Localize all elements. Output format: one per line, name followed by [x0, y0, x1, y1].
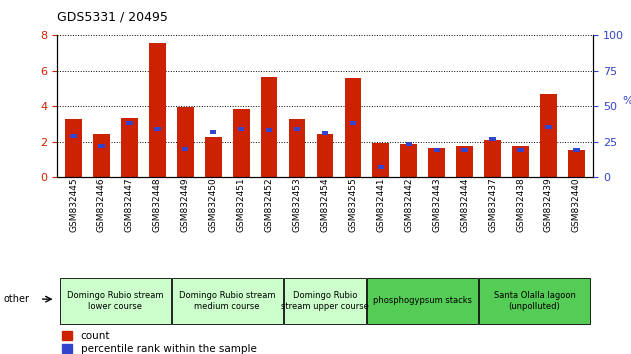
Text: GSM832448: GSM832448 [153, 177, 162, 232]
Text: GSM832454: GSM832454 [321, 177, 329, 232]
Bar [317, 133, 333, 177]
FancyBboxPatch shape [60, 278, 171, 324]
Text: GSM832443: GSM832443 [432, 177, 441, 232]
FancyBboxPatch shape [283, 278, 367, 324]
Bar [154, 127, 160, 131]
Text: other: other [3, 294, 29, 304]
Bar [573, 148, 579, 152]
Bar [205, 137, 221, 177]
Bar [266, 128, 273, 132]
Text: Santa Olalla lagoon
(unpolluted): Santa Olalla lagoon (unpolluted) [493, 291, 575, 310]
Bar [177, 107, 194, 177]
Text: GSM832449: GSM832449 [181, 177, 190, 232]
Bar [182, 147, 189, 151]
Bar [238, 127, 244, 131]
Bar [545, 126, 551, 130]
Text: GDS5331 / 20495: GDS5331 / 20495 [57, 11, 168, 24]
Bar [490, 137, 496, 141]
Bar [233, 109, 249, 177]
Bar [71, 134, 77, 138]
Bar [98, 144, 105, 148]
Bar [568, 149, 585, 177]
Bar [377, 165, 384, 169]
Bar [406, 142, 412, 147]
Bar [372, 143, 389, 177]
Bar [261, 77, 278, 177]
Bar [93, 133, 110, 177]
Bar [433, 148, 440, 152]
Text: GSM832438: GSM832438 [516, 177, 525, 232]
Bar [210, 130, 216, 133]
Text: phosphogypsum stacks: phosphogypsum stacks [374, 296, 472, 306]
Text: GSM832451: GSM832451 [237, 177, 245, 232]
Bar [484, 140, 501, 177]
Bar [517, 148, 524, 152]
Bar [294, 127, 300, 131]
Text: Domingo Rubio stream
medium course: Domingo Rubio stream medium course [179, 291, 276, 310]
Bar [149, 44, 166, 177]
Y-axis label: %: % [623, 96, 631, 106]
Text: GSM832444: GSM832444 [460, 177, 469, 232]
FancyBboxPatch shape [367, 278, 478, 324]
Text: GSM832445: GSM832445 [69, 177, 78, 232]
Bar [65, 120, 82, 177]
Text: GSM832450: GSM832450 [209, 177, 218, 232]
Bar [540, 94, 557, 177]
Text: GSM832452: GSM832452 [264, 177, 274, 232]
Bar [322, 131, 328, 135]
Bar [126, 121, 133, 125]
Text: GSM832442: GSM832442 [404, 177, 413, 232]
Bar [456, 146, 473, 177]
Text: GSM832440: GSM832440 [572, 177, 581, 232]
Text: Domingo Rubio stream
lower course: Domingo Rubio stream lower course [68, 291, 163, 310]
FancyBboxPatch shape [479, 278, 590, 324]
Bar [461, 148, 468, 152]
Bar [401, 144, 417, 177]
FancyBboxPatch shape [172, 278, 283, 324]
Text: GSM832455: GSM832455 [348, 177, 357, 232]
Text: GSM832441: GSM832441 [376, 177, 386, 232]
Bar [512, 146, 529, 177]
Legend: count, percentile rank within the sample: count, percentile rank within the sample [62, 331, 257, 354]
Bar [288, 120, 305, 177]
Text: GSM832437: GSM832437 [488, 177, 497, 232]
Text: GSM832453: GSM832453 [293, 177, 302, 232]
Bar [350, 121, 356, 125]
Bar [428, 148, 445, 177]
Text: GSM832439: GSM832439 [544, 177, 553, 232]
Text: GSM832446: GSM832446 [97, 177, 106, 232]
Text: Domingo Rubio
stream upper course: Domingo Rubio stream upper course [281, 291, 369, 310]
Text: GSM832447: GSM832447 [125, 177, 134, 232]
Bar [121, 118, 138, 177]
Bar [345, 78, 362, 177]
